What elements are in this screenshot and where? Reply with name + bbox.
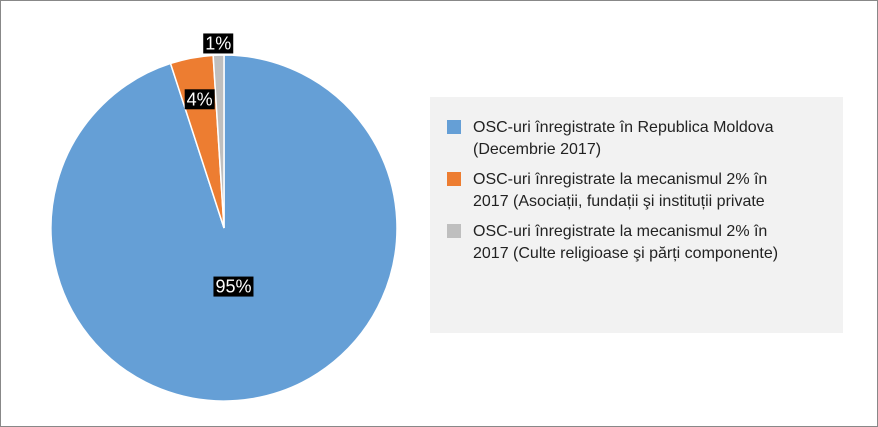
legend-swatch (447, 172, 461, 186)
legend-item: OSC-uri înregistrate la mecanismul 2% în… (447, 221, 823, 265)
data-label-bg (213, 276, 254, 297)
legend-swatch (447, 224, 461, 238)
data-label: 4% (187, 89, 213, 109)
legend: OSC-uri înregistrate în Republica Moldov… (430, 97, 843, 333)
data-label: 95% (215, 277, 251, 297)
legend-label: OSC-uri înregistrate la mecanismul 2% în… (473, 223, 779, 262)
data-label-bg (184, 89, 215, 110)
pie-slice (212, 54, 225, 229)
legend-item: OSC-uri înregistrate la mecanismul 2% în… (447, 169, 823, 213)
legend-swatch (447, 120, 461, 134)
legend-item: OSC-uri înregistrate în Republica Moldov… (447, 117, 823, 161)
data-label-bg (203, 33, 234, 54)
legend-label: OSC-uri înregistrate la mecanismul 2% în… (473, 171, 768, 210)
legend-label: OSC-uri înregistrate în Republica Moldov… (473, 119, 774, 158)
data-label: 1% (205, 33, 231, 53)
